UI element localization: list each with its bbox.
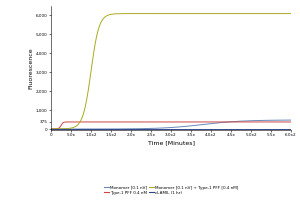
Legend: Monomer [0.1 nV], Type-1 PFF 0.4 nM, Monomer [0.1 nV] + Type-1 PFF [0.4 nM], cLA: Monomer [0.1 nV], Type-1 PFF 0.4 nM, Mon… — [102, 184, 240, 197]
Y-axis label: Fluorescence: Fluorescence — [28, 47, 33, 89]
X-axis label: Time [Minutes]: Time [Minutes] — [148, 140, 194, 145]
